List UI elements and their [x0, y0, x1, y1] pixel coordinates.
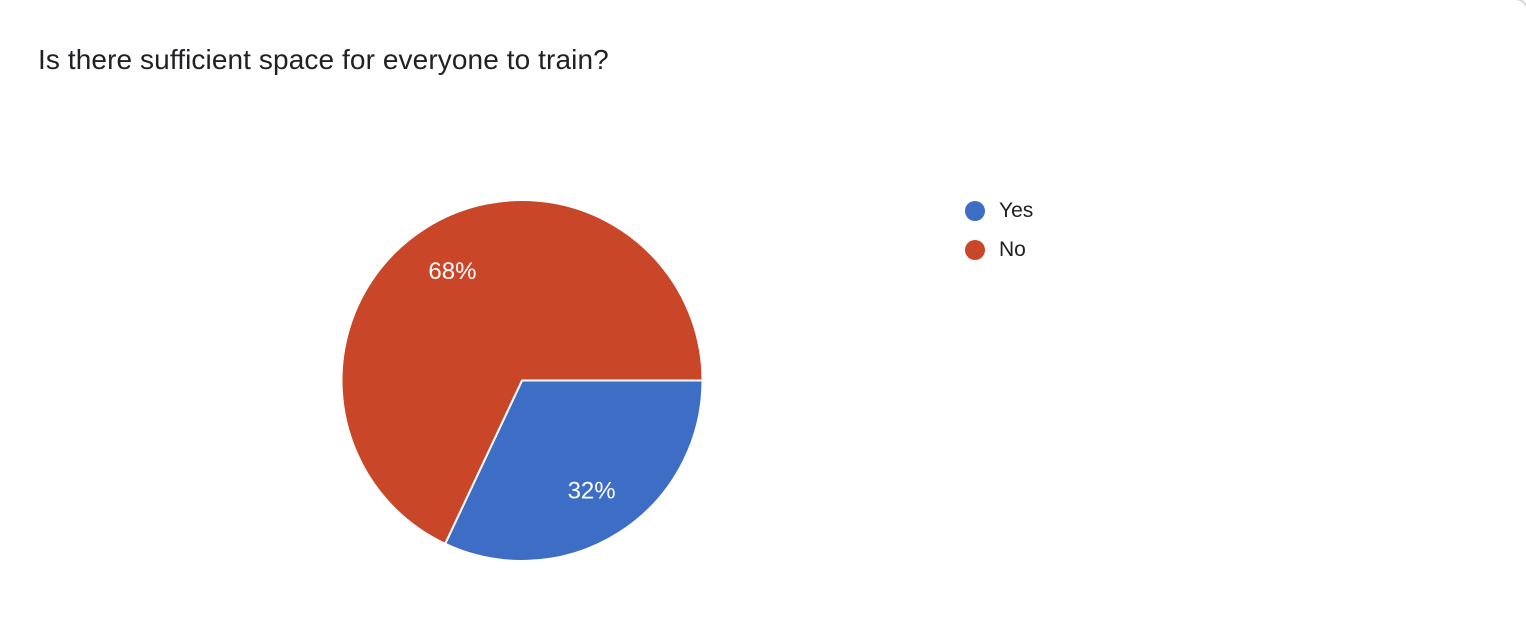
pie-slice-no[interactable]: [340, 199, 704, 545]
legend-item-yes: Yes: [965, 199, 1033, 223]
legend-item-no: No: [965, 238, 1033, 262]
legend-swatch-no-icon: [965, 240, 985, 260]
legend-swatch-yes-icon: [965, 201, 985, 221]
pie-slice-yes[interactable]: [444, 379, 704, 562]
chart-legend: Yes No: [965, 199, 1033, 277]
legend-label-yes: Yes: [999, 199, 1034, 222]
legend-label-no: No: [999, 238, 1026, 261]
question-title: Is there sufficient space for everyone t…: [38, 44, 609, 75]
slice-percent-label-yes: 32%: [568, 478, 616, 505]
slice-percent-label-no: 68%: [428, 258, 476, 285]
card-corner-border: [1501, 0, 1526, 26]
